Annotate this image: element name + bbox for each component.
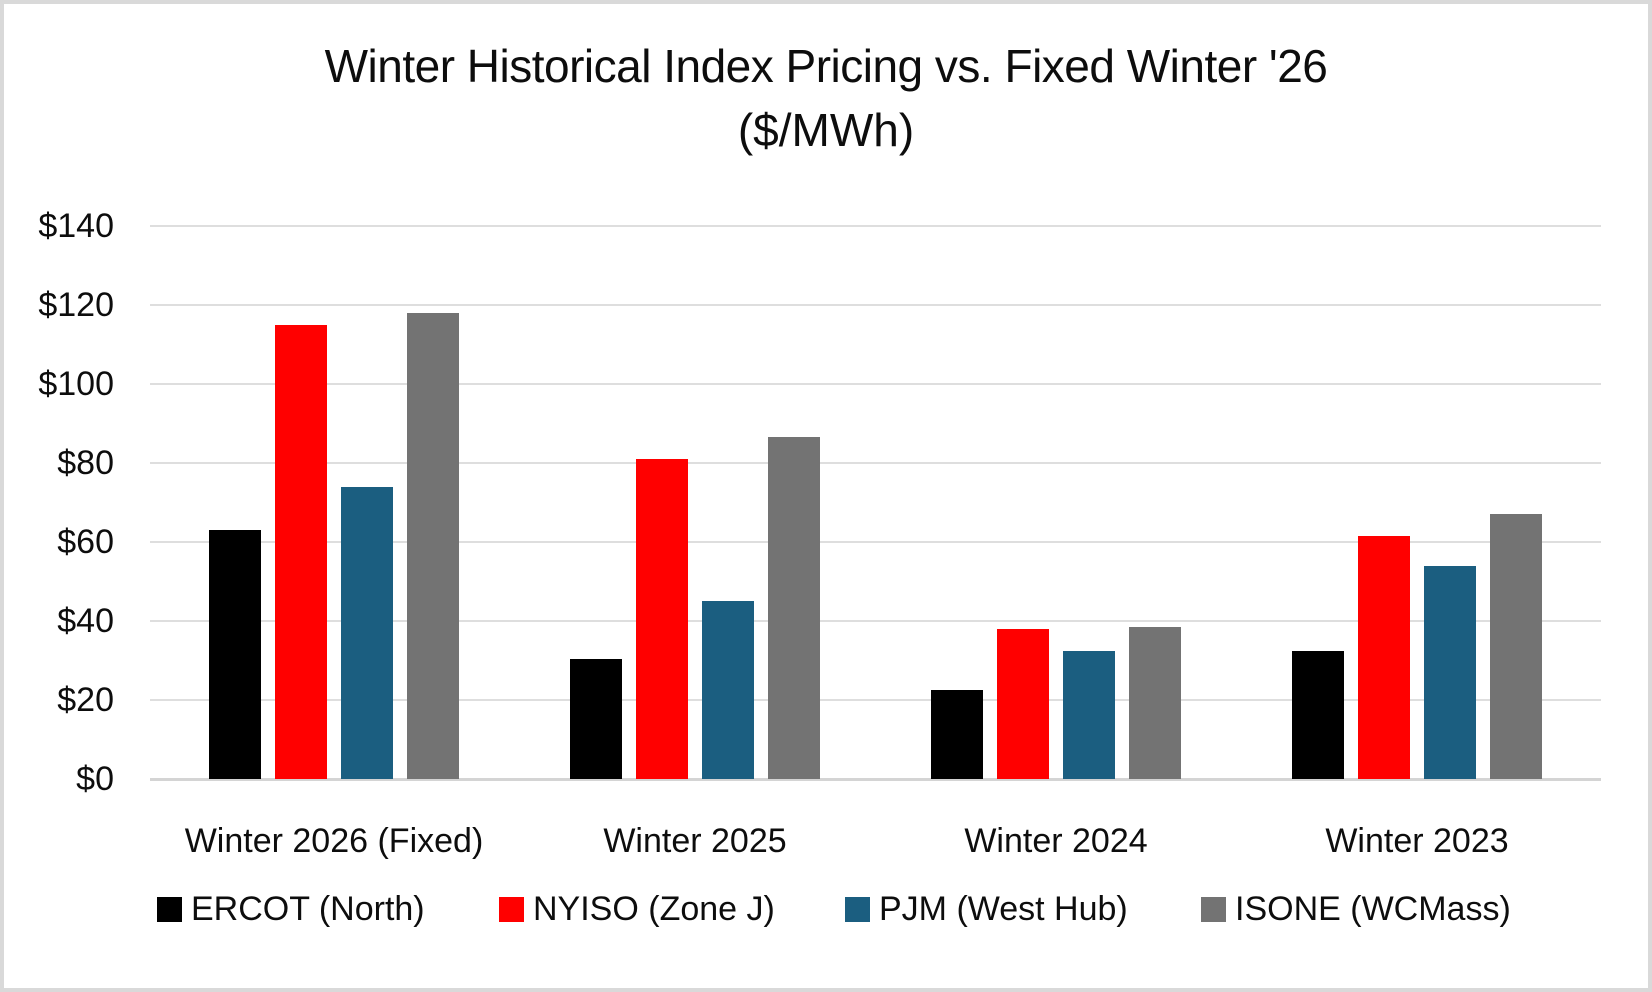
x-category-label: Winter 2023 xyxy=(1325,822,1509,860)
gridline xyxy=(150,383,1601,385)
gridline xyxy=(150,699,1601,701)
gridline xyxy=(150,304,1601,306)
legend-label: ISONE (WCMass) xyxy=(1235,889,1511,928)
bar xyxy=(636,459,688,779)
legend-label: NYISO (Zone J) xyxy=(533,889,775,928)
y-tick-label: $20 xyxy=(57,681,114,719)
chart-subtitle: ($/MWh) xyxy=(737,104,915,156)
legend-item: NYISO (Zone J) xyxy=(499,886,775,932)
gridline xyxy=(150,462,1601,464)
legend-item: PJM (West Hub) xyxy=(845,886,1128,932)
bar xyxy=(1358,536,1410,779)
bar xyxy=(209,530,261,779)
bar xyxy=(931,690,983,779)
x-axis-line xyxy=(150,778,1601,781)
bar xyxy=(570,659,622,779)
bar xyxy=(702,601,754,779)
x-category-label: Winter 2026 (Fixed) xyxy=(184,822,484,860)
y-tick-label: $100 xyxy=(38,365,114,403)
gridline xyxy=(150,541,1601,543)
x-category-label: Winter 2025 xyxy=(603,822,787,860)
y-tick-label: $40 xyxy=(57,602,114,640)
chart-title: Winter Historical Index Pricing vs. Fixe… xyxy=(324,40,1328,92)
bar xyxy=(768,437,820,779)
y-tick-label: $120 xyxy=(38,286,114,324)
y-tick-label: $80 xyxy=(57,444,114,482)
legend-swatch xyxy=(1201,896,1226,922)
y-tick-label: $60 xyxy=(57,523,114,561)
bar xyxy=(997,629,1049,779)
bar xyxy=(341,487,393,779)
bar xyxy=(1129,627,1181,779)
y-tick-label: $0 xyxy=(76,760,114,798)
legend-item: ISONE (WCMass) xyxy=(1201,886,1511,932)
bar xyxy=(275,325,327,779)
gridline xyxy=(150,620,1601,622)
gridline xyxy=(150,225,1601,227)
bar xyxy=(1424,566,1476,779)
bar xyxy=(407,313,459,779)
legend-swatch xyxy=(157,896,182,922)
legend-item: ERCOT (North) xyxy=(157,886,425,932)
y-tick-label: $140 xyxy=(38,207,114,245)
bar xyxy=(1490,514,1542,779)
bar xyxy=(1063,651,1115,779)
legend-swatch xyxy=(499,896,524,922)
x-category-label: Winter 2024 xyxy=(964,822,1148,860)
bar xyxy=(1292,651,1344,779)
legend-label: ERCOT (North) xyxy=(191,889,425,928)
legend-label: PJM (West Hub) xyxy=(879,889,1128,928)
legend-swatch xyxy=(845,896,870,922)
